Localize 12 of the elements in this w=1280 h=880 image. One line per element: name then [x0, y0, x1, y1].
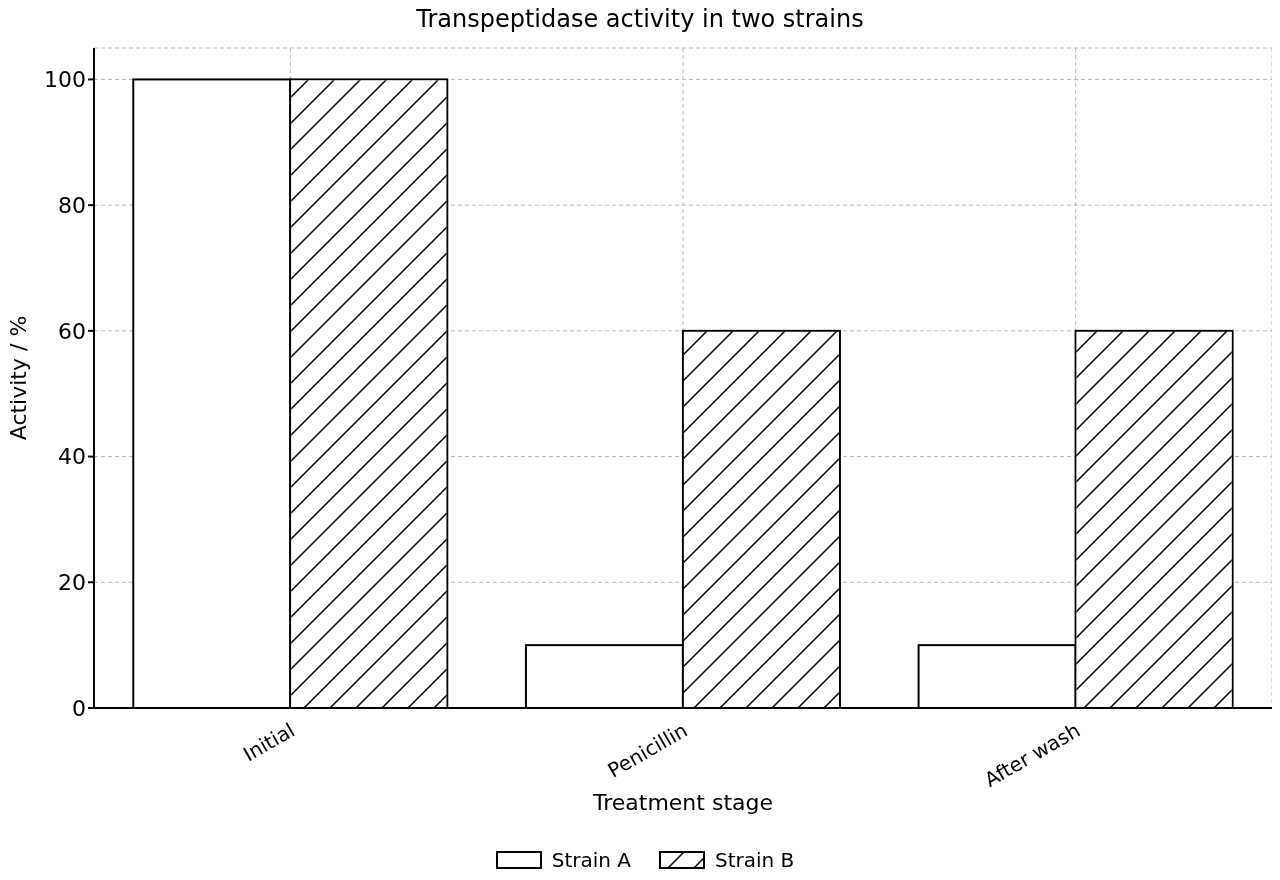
y-tick-label: 60: [58, 318, 86, 344]
y-tick-label: 0: [72, 695, 86, 721]
y-tick-label: 80: [58, 192, 86, 218]
chart-title: Transpeptidase activity in two strains: [415, 5, 865, 35]
x-axis-title: Treatment stage: [591, 790, 774, 815]
x-tick-label: After wash: [980, 717, 1085, 792]
y-tick-label: 20: [58, 570, 86, 596]
legend-label: Strain A: [551, 848, 631, 872]
legend-label: Strain B: [714, 848, 795, 872]
y-tick-label: 40: [58, 444, 86, 470]
y-tick-label: 100: [44, 67, 86, 93]
y-axis-title: Activity / %: [5, 315, 31, 441]
